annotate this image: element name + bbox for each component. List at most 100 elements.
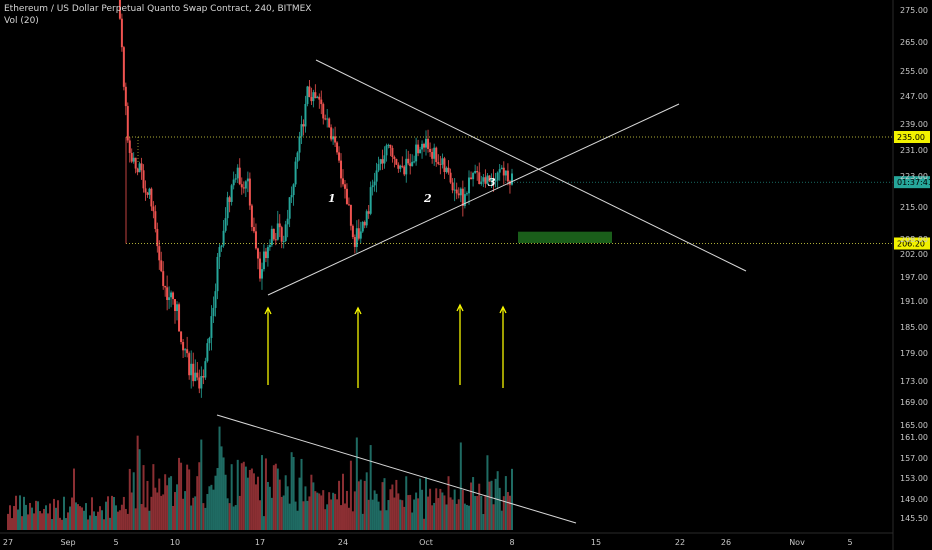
candle-body xyxy=(128,140,131,153)
candle-body xyxy=(138,163,141,173)
candle-body xyxy=(224,218,227,231)
candle-body xyxy=(174,299,176,311)
candle-body xyxy=(435,147,438,163)
arrows xyxy=(264,303,507,388)
candle-body xyxy=(347,204,350,206)
candle-body xyxy=(429,148,432,152)
volume-bar xyxy=(294,501,297,530)
candle-body xyxy=(280,227,283,242)
candle-body xyxy=(148,188,151,195)
price-tick-label: 231.00 xyxy=(900,146,928,155)
candle-body xyxy=(180,331,183,342)
volume-bar xyxy=(389,489,392,530)
volume-bar xyxy=(107,496,109,530)
volume-bar xyxy=(355,437,358,530)
candle-body xyxy=(401,165,404,167)
volume-bar xyxy=(118,510,121,530)
upper-trendline xyxy=(315,59,747,272)
candle-body xyxy=(312,92,315,102)
volume-bar xyxy=(152,464,155,530)
volume-bar xyxy=(31,507,33,530)
candle-body xyxy=(210,316,213,338)
volume-bar xyxy=(15,495,17,530)
volume-bar xyxy=(222,457,225,530)
volume-bar xyxy=(59,517,61,530)
candle-body xyxy=(252,227,255,232)
candle-body xyxy=(272,228,275,240)
volume-bar xyxy=(306,500,309,530)
volume-bar xyxy=(103,519,105,530)
volume-bar xyxy=(373,490,376,530)
volume-bar xyxy=(216,468,219,530)
volume-bar xyxy=(351,511,354,530)
volume-bar xyxy=(476,495,479,530)
volume-bar xyxy=(190,505,193,530)
time-tick-label: Nov xyxy=(789,538,805,547)
volume-bar xyxy=(486,455,489,530)
candle-body xyxy=(264,251,267,259)
volume-bar xyxy=(411,512,414,530)
volume-bar xyxy=(9,505,11,530)
candle-body xyxy=(136,168,139,173)
price-axis[interactable]: 275.00 265.00 255.00 247.00 239.00 231.00 223.… xyxy=(892,0,928,550)
volume-indicator-label[interactable]: Vol (20) xyxy=(4,16,39,26)
volume-bar xyxy=(146,480,149,530)
candle-body xyxy=(349,204,352,226)
candle-body xyxy=(218,247,221,257)
candle-body xyxy=(142,170,145,189)
volume-bar xyxy=(391,484,394,530)
volume-bar xyxy=(377,501,380,530)
volume-bar xyxy=(252,473,255,530)
candle-body xyxy=(451,182,454,191)
volume-bar xyxy=(186,464,189,530)
volume-bar xyxy=(67,512,69,530)
candle-body xyxy=(306,86,309,104)
time-tick-label: 24 xyxy=(338,538,348,547)
volume-bar xyxy=(210,484,213,530)
volume-bar xyxy=(441,492,444,530)
last-price-tag xyxy=(894,176,930,189)
candle-body xyxy=(324,118,327,120)
candle-body xyxy=(194,372,197,382)
candle-body xyxy=(488,175,491,182)
candle-body xyxy=(472,172,475,180)
candle-body xyxy=(278,223,281,228)
volume-bar xyxy=(347,507,350,530)
candle-body xyxy=(206,343,209,362)
volume-bar xyxy=(268,486,271,530)
candle-body xyxy=(455,189,458,194)
candle-body xyxy=(476,170,479,173)
candle-body xyxy=(377,164,380,171)
price-tick-label: 215.00 xyxy=(900,203,928,212)
volume-bar xyxy=(340,505,343,530)
volume-bar xyxy=(160,495,163,530)
volume-bar xyxy=(238,495,241,530)
time-tick-label: 22 xyxy=(675,538,685,547)
volume-bar xyxy=(439,488,442,530)
price-tick-label: 145.50 xyxy=(900,514,928,523)
volume-bar xyxy=(274,463,277,530)
volume-bar xyxy=(142,465,145,530)
candle-body xyxy=(379,159,382,165)
candle-body xyxy=(373,181,376,186)
candle-body xyxy=(308,86,311,98)
volume-bar xyxy=(336,499,339,530)
time-tick-label: 17 xyxy=(255,538,265,547)
time-axis[interactable]: 27 Sep 5 10 17 24 Oct 8 15 22 26 Nov 5 xyxy=(0,532,893,547)
candle-body xyxy=(407,158,410,164)
symbol-title[interactable]: Ethereum / US Dollar Perpetual Quanto Sw… xyxy=(4,4,312,14)
candle-body xyxy=(353,237,356,247)
volume-bar xyxy=(314,491,317,530)
candle-body xyxy=(437,162,440,164)
volume-bar xyxy=(480,495,483,530)
candle-body xyxy=(240,184,243,188)
candle-body xyxy=(162,271,165,286)
candle-body xyxy=(387,144,390,146)
candle-body xyxy=(334,136,337,143)
volume-bar xyxy=(502,496,505,530)
volume-bar xyxy=(39,511,41,530)
candle-body xyxy=(474,170,477,173)
volume-bar xyxy=(504,476,507,530)
